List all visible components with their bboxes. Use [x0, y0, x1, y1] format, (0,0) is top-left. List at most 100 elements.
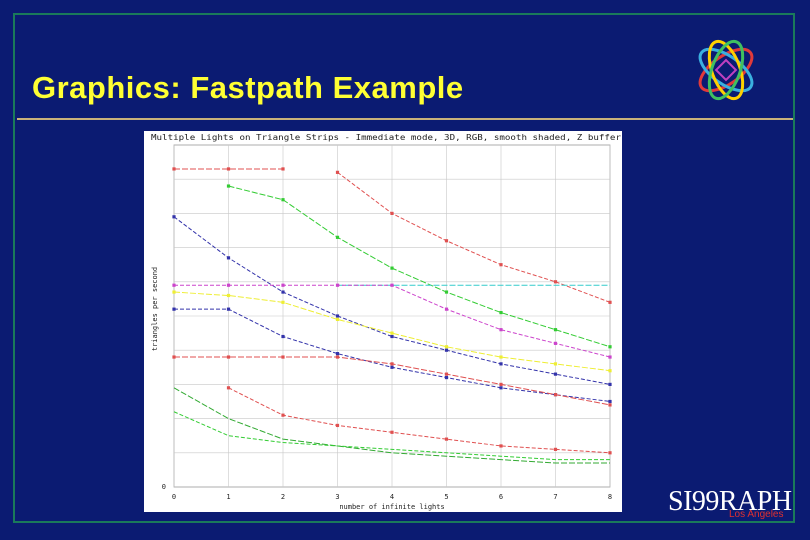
x-tick-label: 1	[226, 493, 230, 501]
data-point	[335, 235, 340, 239]
data-point	[608, 345, 612, 349]
data-point	[608, 399, 612, 404]
data-point	[499, 310, 503, 315]
data-point	[226, 283, 231, 287]
x-tick-label: 3	[335, 493, 339, 501]
data-point	[499, 386, 503, 390]
series-line	[337, 171, 611, 303]
data-point	[226, 256, 231, 260]
data-point	[553, 372, 558, 376]
data-point	[335, 283, 340, 287]
chart-panel: Multiple Lights on Triangle Strips - Imm…	[144, 131, 622, 512]
data-point	[172, 283, 176, 287]
data-point	[553, 341, 558, 345]
data-point	[444, 290, 449, 294]
slide-frame	[13, 13, 795, 523]
data-point	[390, 365, 394, 369]
data-point	[172, 167, 176, 171]
data-point	[444, 345, 449, 349]
data-point	[608, 403, 612, 407]
data-point	[444, 372, 449, 376]
data-point	[335, 170, 340, 174]
data-point	[335, 352, 340, 356]
x-tick-label: 6	[499, 493, 503, 501]
data-point	[172, 355, 176, 359]
data-point	[281, 300, 285, 304]
x-tick-label: 0	[172, 493, 176, 501]
data-point	[553, 447, 558, 451]
siggraph-wordmark: SI99RAPH	[668, 486, 792, 517]
data-point	[608, 451, 612, 455]
x-tick-label: 8	[608, 493, 612, 501]
data-point	[335, 355, 340, 359]
data-point	[444, 375, 449, 380]
data-point	[390, 266, 394, 270]
data-point	[335, 423, 340, 428]
data-point	[499, 382, 503, 386]
series-line	[228, 387, 611, 454]
data-point	[390, 211, 394, 215]
data-point	[335, 317, 340, 322]
x-tick-label: 5	[444, 493, 448, 501]
data-point	[553, 328, 558, 332]
siggraph-logo-icon	[698, 39, 754, 101]
data-point	[499, 263, 503, 267]
chart-title: Multiple Lights on Triangle Strips - Imm…	[151, 133, 622, 142]
data-point	[281, 334, 285, 339]
series-line	[228, 185, 611, 348]
tick-labels: 0 1 2 3 4 5 6 7 8 0	[162, 483, 612, 501]
grid	[173, 144, 611, 488]
series-line	[173, 387, 610, 464]
siggraph-location: Los Angeles	[729, 509, 784, 520]
slide-title: Graphics: Fastpath Example	[32, 70, 464, 105]
data-point	[608, 382, 612, 386]
data-point	[553, 393, 558, 397]
x-axis-label: number of infinite lights	[339, 503, 444, 511]
data-point	[608, 355, 612, 359]
data-point	[444, 239, 449, 243]
data-point	[226, 293, 231, 298]
data-point	[172, 215, 176, 219]
data-point	[499, 328, 503, 332]
line-chart: Multiple Lights on Triangle Strips - Imm…	[151, 133, 622, 511]
data-point	[553, 362, 558, 366]
data-point	[499, 444, 503, 448]
data-point	[226, 386, 231, 390]
data-point	[608, 300, 612, 304]
series-group	[172, 167, 612, 464]
data-point	[444, 307, 449, 311]
data-point	[226, 355, 231, 359]
data-point	[390, 331, 394, 335]
data-point	[281, 167, 285, 171]
series-line	[173, 216, 611, 385]
data-point	[281, 413, 285, 417]
data-point	[499, 355, 503, 359]
y-axis-label: triangles per second	[151, 267, 159, 351]
data-point	[281, 198, 285, 202]
data-point	[390, 334, 394, 339]
x-tick-label: 4	[390, 493, 394, 501]
data-point	[226, 184, 231, 188]
data-point	[172, 290, 176, 294]
data-point	[335, 314, 340, 318]
data-point	[390, 430, 394, 434]
data-point	[444, 437, 449, 441]
y-tick-label: 0	[162, 483, 166, 491]
data-point	[172, 307, 176, 311]
data-point	[226, 307, 231, 311]
data-point	[444, 348, 449, 352]
x-tick-label: 7	[553, 493, 557, 501]
series-line	[173, 411, 610, 461]
data-point	[281, 290, 285, 294]
data-point	[281, 283, 285, 287]
data-point	[608, 369, 612, 373]
x-tick-label: 2	[281, 493, 285, 501]
data-point	[553, 280, 558, 284]
title-underline	[17, 118, 793, 120]
data-point	[281, 355, 285, 359]
series-line	[173, 291, 611, 372]
data-point	[390, 283, 394, 287]
data-point	[226, 167, 231, 171]
data-point	[390, 362, 394, 366]
